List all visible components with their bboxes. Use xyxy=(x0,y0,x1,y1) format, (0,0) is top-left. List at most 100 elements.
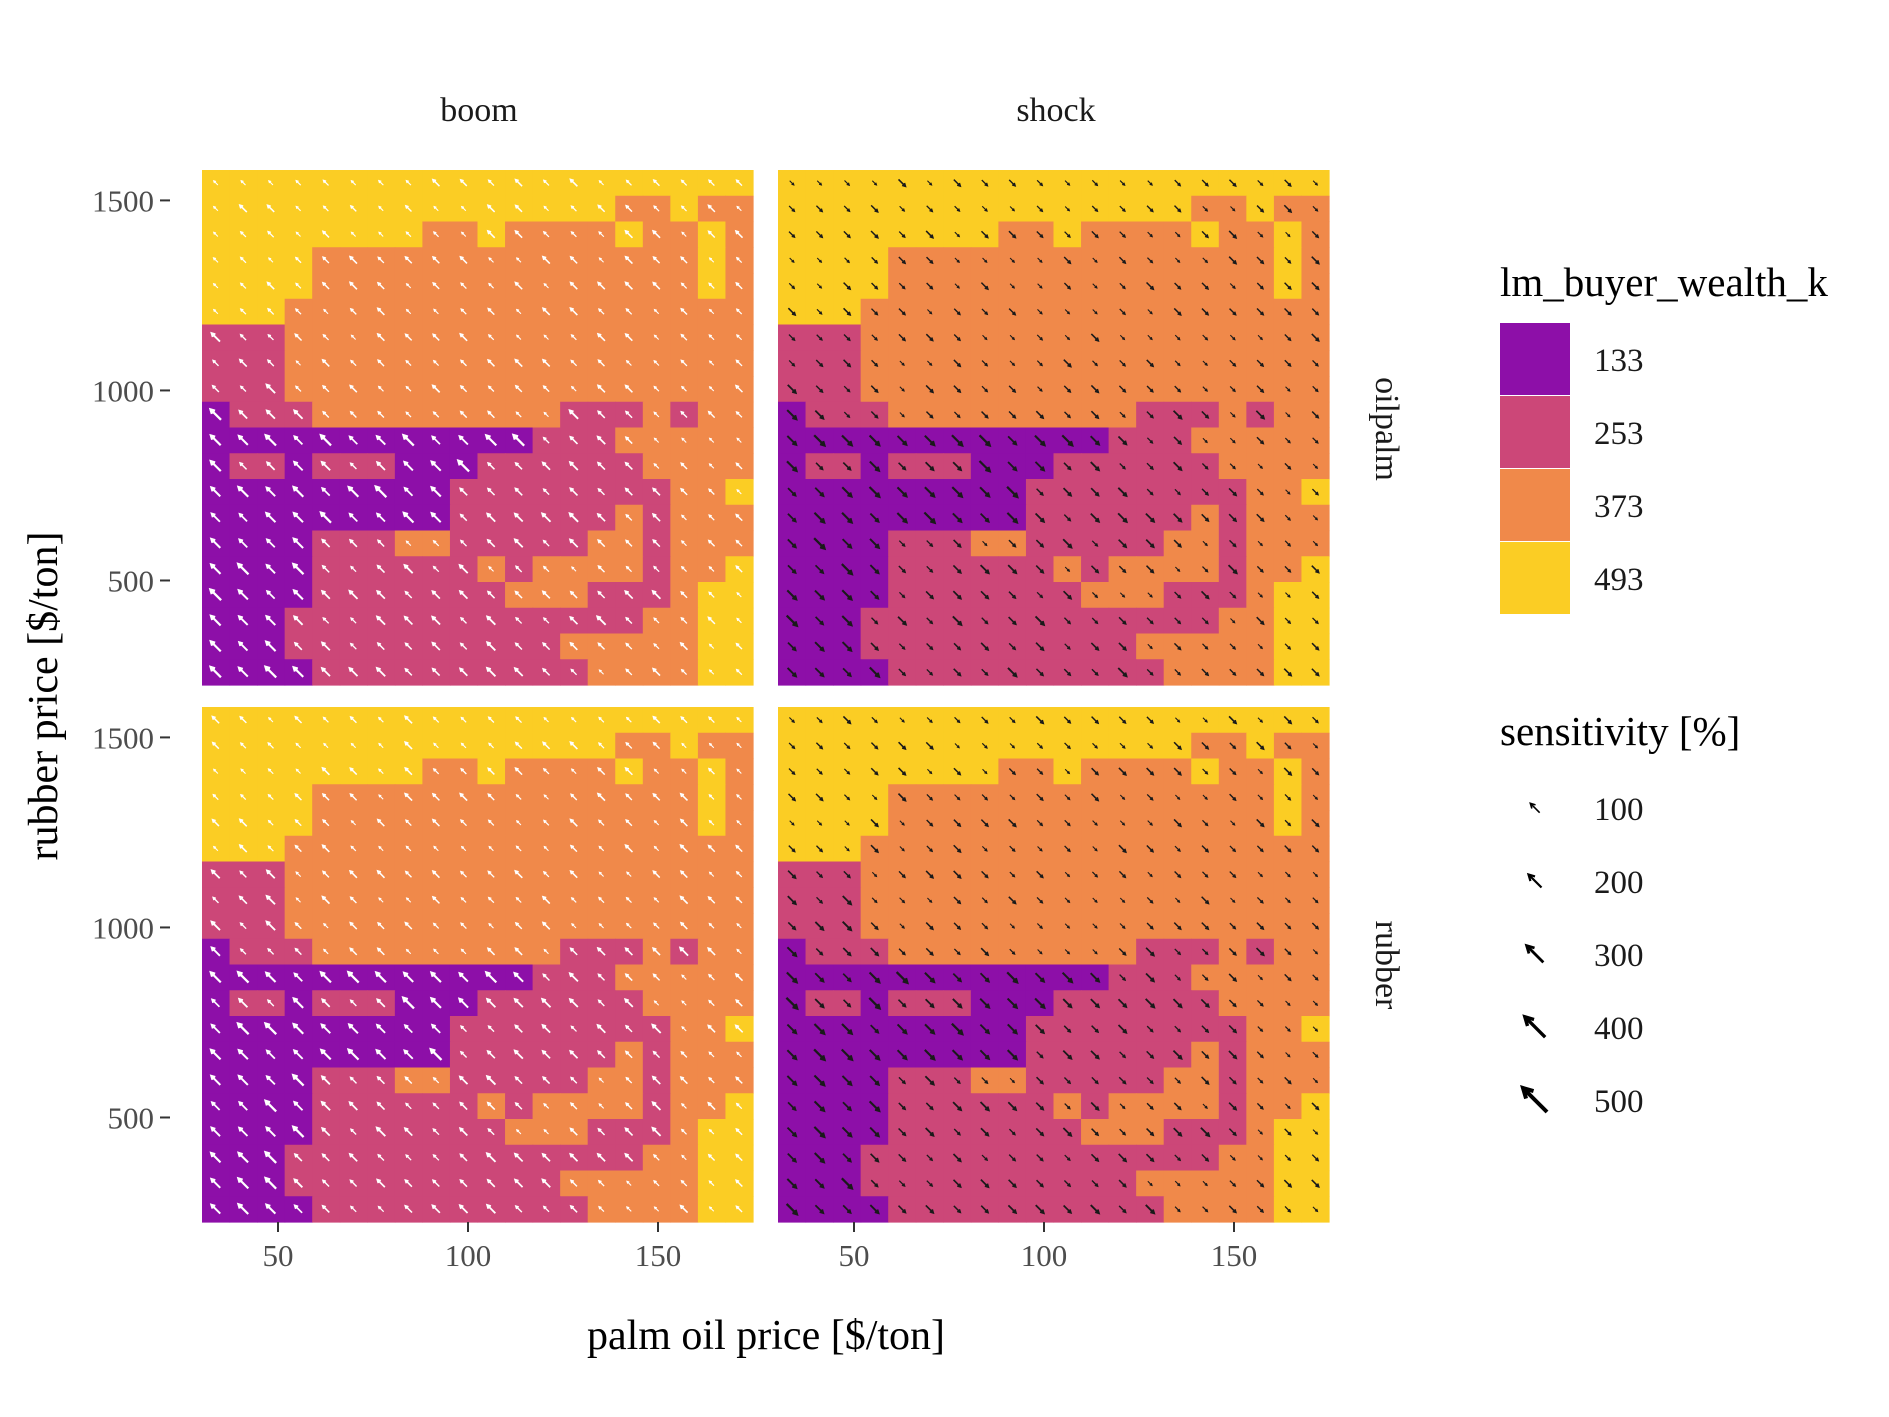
sensitivity-arrow xyxy=(292,486,305,498)
sensitivity-arrow-head xyxy=(209,485,216,492)
sensitivity-arrow-head xyxy=(210,331,216,338)
sensitivity-arrow xyxy=(293,435,304,446)
sensitivity-arrow-head xyxy=(625,179,630,184)
sensitivity-arrow-head xyxy=(984,311,989,316)
sensitivity-arrow-head xyxy=(376,642,382,647)
sensitivity-arrow-head xyxy=(680,410,685,415)
sensitivity-arrow-head xyxy=(292,665,299,672)
sensitivity-arrow-head xyxy=(541,255,547,261)
sensitivity-arrow-head xyxy=(708,591,712,596)
sensitivity-arrow xyxy=(430,512,442,523)
sensitivity-arrow-head xyxy=(321,230,327,235)
sensitivity-arrow-head xyxy=(1039,388,1043,392)
sensitivity-arrow-head xyxy=(543,411,547,416)
sensitivity-arrow-head xyxy=(570,205,575,209)
sensitivity-arrow-head xyxy=(542,642,547,647)
sensitivity-arrow xyxy=(265,615,276,626)
sensitivity-arrow-head xyxy=(375,512,382,518)
sensitivity-arrow-head xyxy=(569,255,575,261)
sensitivity-arrow-head xyxy=(515,334,520,338)
sensitivity-arrow-head xyxy=(208,665,216,672)
sensitivity-arrow-head xyxy=(736,591,740,596)
sensitivity-arrow-head xyxy=(819,208,824,213)
sensitivity-arrow-head xyxy=(1287,337,1292,342)
sensitivity-arrow-head xyxy=(432,359,437,364)
x-axis: 50 100 150 50 100 150 xyxy=(263,1222,1257,1273)
sensitivity-arrow-head xyxy=(901,337,907,342)
sensitivity-arrow-head xyxy=(433,308,437,313)
sensitivity-arrow-head xyxy=(1259,311,1265,316)
sensitivity-arrow-head xyxy=(238,358,244,364)
sensitivity-arrow-head xyxy=(708,308,713,313)
sensitivity-arrow xyxy=(321,461,331,471)
sensitivity-arrow-head xyxy=(624,255,630,261)
sensitivity-arrow-head xyxy=(735,539,740,544)
sensitivity-arrow-head xyxy=(653,643,657,647)
sensitivity-arrow-head xyxy=(1094,259,1098,264)
size-legend-label: 400 xyxy=(1594,1011,1644,1047)
sensitivity-arrow-head xyxy=(322,256,327,261)
sensitivity-arrow-head xyxy=(1039,259,1043,264)
sensitivity-arrow-head xyxy=(487,358,492,364)
sensitivity-arrow xyxy=(376,435,386,446)
sensitivity-arrow-head xyxy=(459,255,464,261)
sensitivity-arrow-head xyxy=(1287,208,1293,214)
sensitivity-arrow-head xyxy=(569,487,574,492)
sensitivity-arrow-head xyxy=(430,615,437,621)
sensitivity-arrow-head xyxy=(680,385,685,390)
sensitivity-arrow-head xyxy=(1177,336,1181,341)
sensitivity-arrow-head xyxy=(459,410,464,415)
size-legend-label: 200 xyxy=(1594,865,1644,901)
sensitivity-arrow-head xyxy=(377,179,382,184)
sensitivity-arrow-head xyxy=(569,641,575,647)
sensitivity-arrow-head xyxy=(652,179,657,184)
sensitivity-arrow-head xyxy=(1039,337,1044,341)
sensitivity-arrow-head xyxy=(514,487,519,492)
sensitivity-arrow-head xyxy=(1259,362,1265,368)
sensitivity-arrow-head xyxy=(1011,182,1017,187)
sensitivity-arrow-head xyxy=(735,308,740,312)
sensitivity-arrow-head xyxy=(847,440,854,447)
sensitivity-arrow-head xyxy=(929,362,933,367)
sensitivity-arrow-head xyxy=(486,229,492,235)
sensitivity-arrow xyxy=(486,667,497,677)
sensitivity-arrow xyxy=(320,511,332,524)
sensitivity-arrow xyxy=(209,408,222,421)
sensitivity-arrow-head xyxy=(515,308,520,313)
sensitivity-arrow-head xyxy=(874,259,879,264)
sensitivity-arrow-head xyxy=(956,414,961,419)
sensitivity-arrow-head xyxy=(322,205,327,209)
sensitivity-arrow-head xyxy=(846,182,851,187)
sensitivity-arrow-head xyxy=(735,179,740,184)
sensitivity-arrow-head xyxy=(984,388,989,393)
sensitivity-arrow-head xyxy=(320,666,326,673)
sensitivity-arrow-head xyxy=(238,409,244,415)
sensitivity-arrow-head xyxy=(597,642,602,647)
sensitivity-arrow-head xyxy=(1122,388,1127,393)
sensitivity-arrow-head xyxy=(485,615,492,621)
sensitivity-arrow-head xyxy=(321,538,326,544)
x-tick-label: 100 xyxy=(445,1238,492,1273)
sensitivity-arrow-head xyxy=(736,205,740,210)
sensitivity-arrow-head xyxy=(1012,234,1017,239)
sensitivity-arrow-head xyxy=(1121,336,1126,341)
sensitivity-arrow-head xyxy=(625,204,630,209)
sensitivity-arrow-head xyxy=(735,565,740,570)
sensitivity-arrow-head xyxy=(267,307,272,312)
sensitivity-arrow-head xyxy=(1039,362,1043,367)
sensitivity-arrow-head xyxy=(265,461,271,467)
sensitivity-arrow-head xyxy=(405,179,410,184)
x-tick-label: 100 xyxy=(1021,1238,1068,1273)
sensitivity-arrow xyxy=(265,640,277,652)
sensitivity-arrow-head xyxy=(239,282,244,287)
sensitivity-arrow-head xyxy=(1149,362,1155,368)
sensitivity-arrow-head xyxy=(1149,388,1154,393)
sensitivity-arrow-head xyxy=(238,538,244,544)
sensitivity-arrow-head xyxy=(458,667,464,673)
sensitivity-arrow-head xyxy=(874,311,879,316)
sensitivity-arrow-head xyxy=(984,208,988,212)
sensitivity-arrow-head xyxy=(430,485,436,492)
sensitivity-arrow-head xyxy=(349,384,354,389)
